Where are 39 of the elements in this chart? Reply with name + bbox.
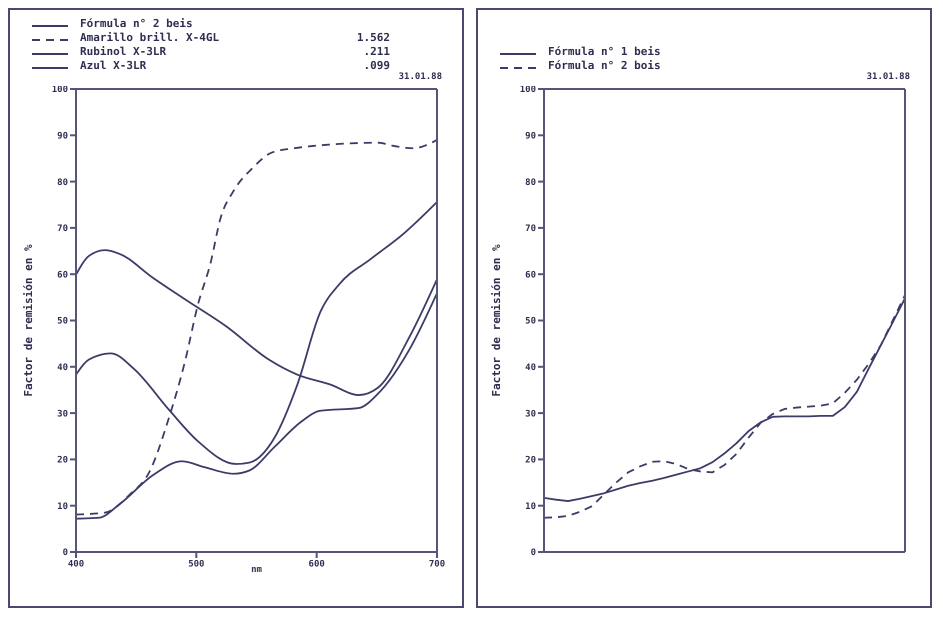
x-tick-label: 400 — [68, 559, 84, 570]
y-tick-label: 80 — [57, 178, 68, 188]
y-tick-label: 30 — [57, 409, 68, 420]
legend-label: Azul X-3LR — [80, 59, 148, 72]
y-tick-label: 90 — [57, 131, 68, 142]
legend-label: Fórmula n° 1 beis — [548, 45, 662, 58]
text: .211 — [362, 45, 390, 58]
y-tick-label: 60 — [57, 270, 68, 280]
y-tick-label: 70 — [57, 224, 68, 234]
y-tick-label: 10 — [57, 502, 68, 512]
y-axis-title: Factor de remisión en % — [22, 244, 35, 397]
y-tick-label: 20 — [57, 456, 68, 466]
y-tick-label: 30 — [525, 409, 536, 420]
y-tick-label: 40 — [525, 362, 536, 373]
y-tick-label: 10 — [525, 502, 536, 512]
y-tick-label: 0 — [530, 548, 536, 558]
y-tick-label: 90 — [525, 131, 536, 142]
text: .099 — [362, 59, 390, 72]
line-series — [76, 139, 437, 516]
y-tick-label: 80 — [525, 178, 536, 188]
y-tick-label: 20 — [525, 456, 536, 466]
y-axis-title: Factor de remisión en % — [490, 244, 503, 397]
y-tick-label: 70 — [525, 224, 536, 234]
x-tick-label: 600 — [308, 559, 325, 570]
legend-label: Rubinol X-3LR — [80, 45, 168, 58]
x-tick-label: 500 — [188, 559, 204, 570]
legend-label: Fórmula n° 2 beis — [80, 17, 194, 30]
x-tick-label: 700 — [428, 559, 446, 570]
legend-label: Fórmula n° 2 bois — [548, 59, 662, 72]
y-tick-label: 0 — [62, 548, 68, 558]
x-axis-title: nm — [251, 565, 262, 575]
legend-label: Amarillo brill. X-4GL — [80, 31, 220, 44]
y-tick-label: 50 — [525, 316, 536, 327]
text: 31.01.88 — [866, 72, 911, 84]
y-tick-label: 60 — [525, 270, 536, 280]
y-tick-label: 50 — [57, 316, 68, 327]
text: 1.562 — [356, 31, 390, 44]
y-tick-label: 40 — [57, 362, 68, 373]
text: 31.01.88 — [398, 72, 443, 84]
